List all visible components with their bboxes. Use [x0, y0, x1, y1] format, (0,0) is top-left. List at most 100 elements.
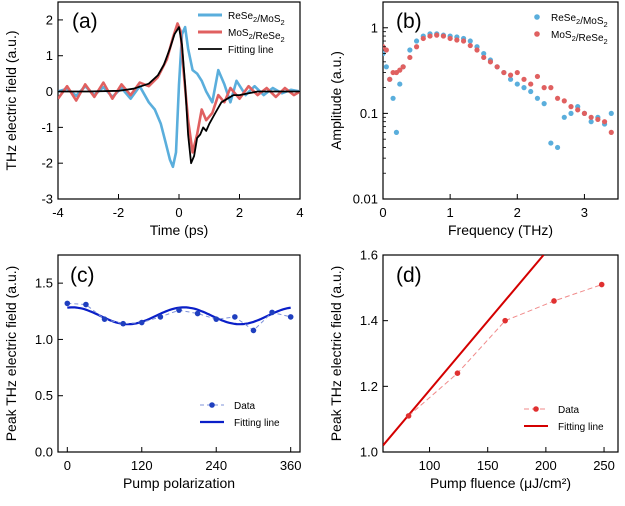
legend-label: Fitting line — [234, 418, 280, 429]
data-point — [528, 88, 534, 95]
data-point — [383, 47, 389, 53]
panel-label: (d) — [396, 264, 422, 287]
data-point — [413, 38, 420, 44]
legend-label: MoS2/ReSe2 — [551, 30, 608, 46]
data-point — [213, 316, 220, 322]
y-tick-label: 1.5 — [35, 276, 53, 291]
y-axis-title: Amplitude (a.u.) — [328, 51, 344, 150]
data-point — [400, 64, 406, 70]
data-point — [575, 107, 581, 113]
data-point — [397, 67, 403, 73]
y-axis-title: Peak THz electric field (a.u.) — [328, 266, 344, 442]
y-tick-label: 0.01 — [353, 192, 378, 207]
y-tick-label: 1.0 — [35, 332, 53, 347]
data-point — [83, 301, 89, 308]
data-point — [514, 69, 520, 76]
panel-a: -4 -2 0 2 4 -3 -2 -1 0 1 2 Time (ps) THz electric fi… — [3, 1, 304, 238]
data-point — [521, 76, 527, 82]
x-axis-title: Frequency (THz) — [448, 222, 553, 238]
y-tick-label: -3 — [41, 192, 53, 207]
y-tick-label: 1 — [371, 20, 378, 35]
legend-swatch — [533, 406, 539, 412]
y-tick-label: 2 — [46, 12, 53, 27]
legend-swatch — [534, 14, 540, 20]
x-tick-label: 200 — [535, 458, 557, 473]
data-point — [568, 104, 574, 110]
data-point — [561, 98, 567, 104]
data-point — [454, 37, 460, 43]
x-tick-label: 1 — [447, 205, 454, 220]
x-tick-label: 0 — [175, 205, 182, 220]
data-point — [541, 85, 547, 91]
data-point — [405, 413, 412, 419]
data-point — [232, 314, 238, 320]
data-point — [554, 144, 561, 151]
y-tick-label: 0 — [46, 84, 53, 99]
panel-b: 0 1 2 3 0.01 0.1 1 Frequency (THz) Amplitude (a.… — [328, 1, 619, 238]
plot-area — [383, 255, 605, 447]
data-point — [434, 32, 440, 38]
x-axis-title: Time (ps) — [150, 222, 209, 238]
x-tick-label: 150 — [477, 458, 499, 473]
data-point — [460, 38, 467, 44]
data-point — [397, 81, 403, 87]
legend-label: ReSe2/MoS2 — [551, 13, 608, 29]
legend-label: Data — [558, 405, 580, 416]
data-point — [176, 307, 182, 313]
data-point — [138, 319, 145, 326]
data-point — [494, 64, 500, 70]
legend-label: MoS2/ReSe2 — [228, 28, 285, 44]
data-point — [588, 119, 594, 125]
data-point — [548, 85, 554, 91]
data-point — [481, 54, 487, 61]
data-line — [408, 284, 602, 417]
y-axis-title: Peak THz electric field (a.u.) — [3, 266, 19, 442]
data-point — [269, 309, 275, 316]
x-tick-label: 4 — [296, 205, 303, 220]
data-point — [383, 64, 389, 70]
data-point — [514, 81, 520, 87]
y-tick-label: 1.0 — [360, 445, 378, 460]
panel-label: (c) — [70, 264, 95, 287]
data-point — [101, 316, 108, 322]
panel-label: (a) — [72, 10, 98, 33]
data-point — [521, 85, 527, 91]
data-point — [393, 129, 400, 135]
data-point — [120, 320, 126, 327]
data-point — [440, 33, 447, 39]
data-point — [601, 119, 608, 125]
x-tick-label: 2 — [514, 205, 521, 220]
data-point — [420, 35, 426, 42]
data-point — [390, 95, 396, 101]
legend-swatch — [209, 402, 215, 408]
data-point — [387, 76, 393, 82]
data-point — [588, 114, 594, 120]
legend-label: ReSe2/MoS2 — [228, 11, 285, 27]
data-point — [481, 50, 487, 57]
x-tick-label: 0 — [379, 205, 386, 220]
y-tick-label: -1 — [41, 120, 53, 135]
data-point — [250, 327, 257, 334]
y-axis-title: THz electric field (a.u.) — [3, 30, 19, 170]
x-tick-label: 360 — [280, 458, 302, 473]
data-point — [541, 101, 547, 107]
data-point — [534, 73, 541, 80]
x-tick-label: 2 — [236, 205, 243, 220]
data-point — [64, 300, 71, 307]
data-point — [454, 370, 461, 377]
data-point — [501, 69, 507, 76]
data-point — [194, 310, 201, 317]
data-point — [507, 76, 514, 82]
x-tick-label: -2 — [113, 205, 125, 220]
data-point — [447, 35, 453, 42]
x-tick-label: 240 — [205, 458, 227, 473]
plot-frame — [382, 254, 619, 453]
data-point — [467, 38, 473, 44]
legend-label: Fitting line — [228, 45, 274, 56]
plot-area — [383, 31, 614, 151]
x-tick-label: 250 — [593, 458, 615, 473]
x-axis-title: Pump polarization — [123, 475, 235, 491]
x-tick-label: 100 — [419, 458, 441, 473]
legend: Data Fitting line — [524, 405, 604, 433]
